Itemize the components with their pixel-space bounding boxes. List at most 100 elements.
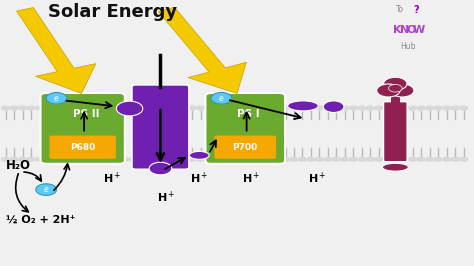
- FancyBboxPatch shape: [132, 85, 189, 169]
- Circle shape: [391, 84, 414, 97]
- Circle shape: [35, 105, 44, 111]
- Circle shape: [332, 157, 341, 162]
- Text: PS II: PS II: [73, 109, 100, 119]
- Circle shape: [188, 157, 197, 162]
- Circle shape: [340, 105, 350, 111]
- Text: H$^+$: H$^+$: [308, 171, 326, 186]
- Text: e: e: [44, 185, 48, 194]
- Text: H₂O: H₂O: [6, 159, 31, 172]
- Circle shape: [281, 105, 290, 111]
- Circle shape: [119, 157, 129, 162]
- Circle shape: [408, 157, 418, 162]
- Text: ?: ?: [413, 5, 419, 15]
- Circle shape: [389, 84, 402, 92]
- Circle shape: [349, 105, 358, 111]
- Text: W: W: [412, 25, 425, 35]
- Text: e: e: [219, 94, 224, 103]
- Circle shape: [306, 157, 316, 162]
- Circle shape: [196, 157, 205, 162]
- Circle shape: [450, 105, 460, 111]
- Circle shape: [425, 105, 435, 111]
- Circle shape: [450, 157, 460, 162]
- Ellipse shape: [190, 151, 209, 159]
- Text: PS I: PS I: [237, 109, 260, 119]
- Circle shape: [35, 157, 44, 162]
- Circle shape: [27, 105, 36, 111]
- Text: e: e: [54, 94, 59, 103]
- Circle shape: [340, 157, 350, 162]
- Circle shape: [357, 105, 366, 111]
- Circle shape: [408, 105, 418, 111]
- Text: To: To: [396, 5, 403, 14]
- Circle shape: [289, 105, 299, 111]
- Circle shape: [417, 157, 426, 162]
- Circle shape: [425, 157, 435, 162]
- Circle shape: [315, 105, 324, 111]
- Circle shape: [374, 157, 383, 162]
- Circle shape: [1, 105, 10, 111]
- FancyBboxPatch shape: [40, 93, 125, 164]
- Text: H$^+$: H$^+$: [103, 171, 121, 186]
- Text: P680: P680: [70, 143, 95, 152]
- Circle shape: [18, 105, 27, 111]
- Circle shape: [289, 157, 299, 162]
- Circle shape: [349, 157, 358, 162]
- Circle shape: [188, 105, 197, 111]
- Circle shape: [365, 105, 375, 111]
- Circle shape: [27, 157, 36, 162]
- Circle shape: [434, 105, 443, 111]
- Ellipse shape: [383, 163, 408, 171]
- Circle shape: [128, 157, 137, 162]
- Circle shape: [442, 105, 451, 111]
- Circle shape: [332, 105, 341, 111]
- Circle shape: [281, 157, 290, 162]
- Circle shape: [36, 184, 56, 196]
- FancyBboxPatch shape: [49, 135, 116, 159]
- Circle shape: [298, 105, 307, 111]
- Circle shape: [459, 157, 468, 162]
- Circle shape: [459, 105, 468, 111]
- Circle shape: [383, 77, 407, 90]
- Text: O: O: [407, 25, 416, 35]
- Circle shape: [196, 105, 205, 111]
- Text: N: N: [400, 25, 409, 35]
- Circle shape: [298, 157, 307, 162]
- Circle shape: [149, 162, 172, 175]
- Circle shape: [315, 157, 324, 162]
- Circle shape: [417, 105, 426, 111]
- Text: Solar Energy: Solar Energy: [47, 3, 177, 21]
- Circle shape: [323, 105, 333, 111]
- Circle shape: [18, 157, 27, 162]
- Ellipse shape: [288, 101, 318, 111]
- FancyBboxPatch shape: [205, 93, 285, 164]
- Polygon shape: [17, 7, 96, 94]
- Circle shape: [434, 157, 443, 162]
- Text: H$^+$: H$^+$: [190, 171, 209, 186]
- Circle shape: [323, 101, 344, 113]
- Circle shape: [442, 157, 451, 162]
- Circle shape: [323, 157, 333, 162]
- FancyBboxPatch shape: [214, 135, 276, 159]
- FancyBboxPatch shape: [391, 89, 400, 103]
- Text: K: K: [393, 25, 401, 35]
- Circle shape: [119, 105, 129, 111]
- Text: H$^+$: H$^+$: [157, 189, 175, 205]
- FancyBboxPatch shape: [383, 102, 407, 162]
- Circle shape: [211, 93, 232, 104]
- Circle shape: [46, 93, 67, 104]
- Text: P700: P700: [233, 143, 258, 152]
- Circle shape: [128, 105, 137, 111]
- Polygon shape: [158, 7, 246, 94]
- Circle shape: [9, 157, 19, 162]
- Circle shape: [9, 105, 19, 111]
- Circle shape: [306, 105, 316, 111]
- Text: Hub: Hub: [400, 42, 415, 51]
- Text: ½ O₂ + 2H⁺: ½ O₂ + 2H⁺: [6, 214, 75, 225]
- Circle shape: [365, 157, 375, 162]
- Circle shape: [377, 84, 400, 97]
- Circle shape: [357, 157, 366, 162]
- Circle shape: [374, 105, 383, 111]
- Text: H$^+$: H$^+$: [242, 171, 260, 186]
- Circle shape: [117, 101, 143, 116]
- Circle shape: [1, 157, 10, 162]
